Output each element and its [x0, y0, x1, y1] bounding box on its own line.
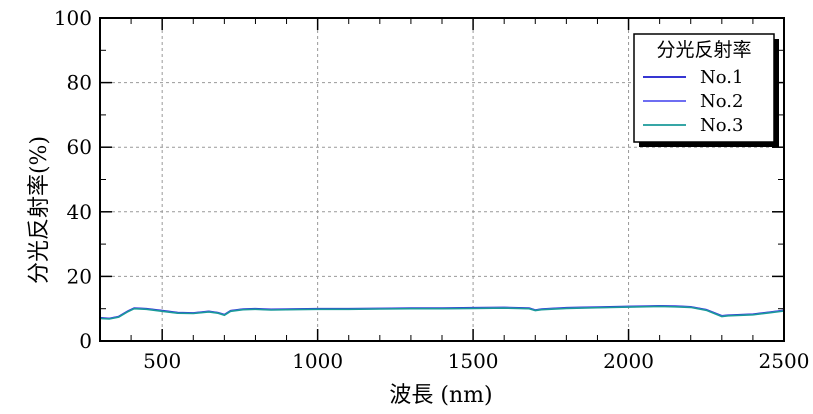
tick-labels: 500 1000 1500 2000 2500 0 20 40 60 80 100 [54, 6, 810, 373]
legend-label: No.2 [700, 91, 743, 112]
axis-ticks [99, 17, 785, 342]
x-tick-label: 2000 [603, 349, 654, 373]
legend-box [633, 33, 775, 143]
y-axis-title: 分光反射率(%) [27, 136, 52, 284]
x-tick-label: 1500 [448, 349, 499, 373]
plot-frame [99, 17, 785, 342]
series-line-no3 [99, 305, 785, 320]
x-axis-title: 波長 (nm) [389, 383, 492, 408]
y-tick-label: 80 [67, 71, 92, 95]
x-tick-label: 1000 [292, 349, 343, 373]
x-tick-label: 2500 [759, 349, 810, 373]
y-tick-label: 100 [54, 6, 92, 30]
y-tick-label: 60 [67, 135, 92, 159]
y-tick-label: 0 [79, 329, 92, 353]
legend: 分光反射率 No.1 No.2 No.3 [633, 33, 779, 147]
legend-label: No.3 [700, 115, 743, 136]
legend-title: 分光反射率 [656, 39, 751, 61]
y-tick-label: 40 [67, 200, 92, 224]
legend-label: No.1 [700, 67, 743, 88]
y-tick-label: 20 [67, 264, 92, 288]
x-tick-label: 500 [143, 349, 181, 373]
grid [100, 18, 784, 341]
series-lines [99, 304, 785, 320]
